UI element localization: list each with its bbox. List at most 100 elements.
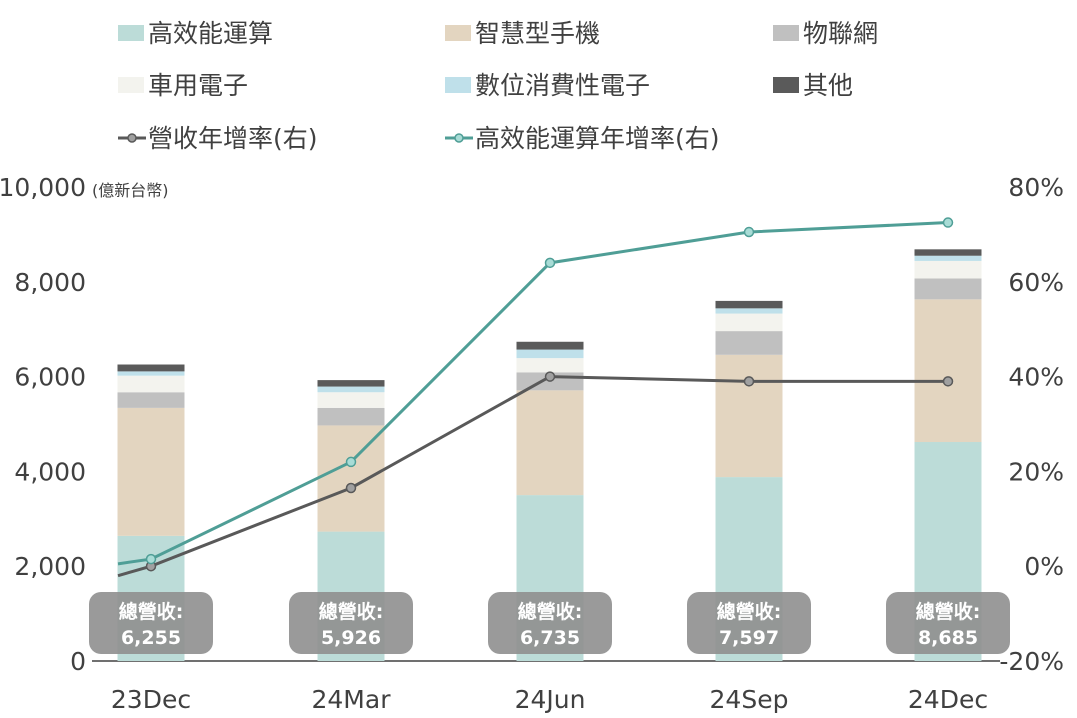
total-revenue-badges: 總營收:6,255總營收:5,926總營收:6,735總營收:7,597總營收:… — [89, 592, 1010, 654]
total-badge: 總營收: 6,735 — [488, 592, 612, 654]
bar-segment — [117, 364, 185, 372]
badge-box — [687, 592, 811, 654]
legend-item: 高效能運算 — [118, 19, 273, 48]
legend-item: 智慧型手機 — [445, 19, 600, 48]
x-tick-label: 24Jun — [515, 685, 586, 714]
bar-segment — [914, 299, 982, 443]
legend-label: 車用電子 — [148, 71, 248, 100]
legend-swatch — [445, 25, 471, 41]
y-right-tick-label: 0% — [1024, 552, 1064, 581]
legend-swatch — [773, 25, 799, 41]
x-tick-label: 23Dec — [111, 685, 191, 714]
bar-segment — [317, 380, 385, 387]
legend-item: 其他 — [773, 71, 853, 100]
legend-swatch — [118, 77, 144, 93]
legend-label: 營收年增率(右) — [148, 124, 318, 153]
legend-label: 高效能運算年增率(右) — [475, 124, 720, 153]
y-left-tick-label: 6,000 — [14, 363, 86, 392]
line-path — [117, 375, 948, 578]
bar-segment — [715, 313, 783, 332]
legend-label: 其他 — [803, 71, 853, 100]
legend-item: 高效能運算年增率(右) — [445, 124, 720, 153]
legend-item: 數位消費性電子 — [445, 71, 650, 100]
growth-line — [117, 371, 954, 578]
bar-segment — [516, 358, 584, 373]
y-right-tick-label: 60% — [1008, 268, 1064, 297]
total-badge: 總營收: 5,926 — [289, 592, 413, 654]
legend-label: 數位消費性電子 — [475, 71, 650, 100]
bar-segment — [715, 354, 783, 478]
legend-item: 營收年增率(右) — [118, 124, 318, 153]
bar-segment — [715, 308, 783, 314]
total-badge: 總營收: 8,685 — [886, 592, 1010, 654]
badge-label: 總營收: — [916, 600, 981, 623]
y-left-tick-label: 2,000 — [14, 552, 86, 581]
y-right-tick-label: 80% — [1008, 173, 1064, 202]
y-left-tick-label: 8,000 — [14, 268, 86, 297]
legend-label: 物聯網 — [803, 19, 878, 48]
bar-segment — [317, 425, 385, 532]
bar-segment — [914, 278, 982, 300]
badge-value: 8,685 — [918, 627, 978, 649]
bar-segment — [117, 371, 185, 376]
badge-value: 7,597 — [719, 627, 779, 649]
total-badge: 總營收: 7,597 — [687, 592, 811, 654]
badge-box — [886, 592, 1010, 654]
bar-segment — [914, 249, 982, 256]
badge-label: 總營收: — [319, 600, 384, 623]
badge-label: 總營收: — [119, 600, 184, 623]
x-tick-label: 24Dec — [908, 685, 988, 714]
line-point — [544, 371, 556, 382]
line-point — [544, 257, 556, 269]
y-right-tick-label: 20% — [1008, 457, 1064, 486]
legend-label: 高效能運算 — [148, 19, 273, 48]
growth-lines — [117, 217, 954, 578]
y-right-tick-label: 40% — [1008, 363, 1064, 392]
badge-box — [488, 592, 612, 654]
badge-value: 6,735 — [520, 627, 580, 649]
bar-segment — [516, 390, 584, 496]
line-point — [145, 553, 157, 565]
badge-value: 6,255 — [121, 627, 181, 649]
bar-segment — [317, 386, 385, 393]
line-point — [942, 217, 954, 228]
x-tick-label: 24Mar — [312, 685, 392, 714]
line-point — [942, 376, 954, 387]
legend-swatch — [445, 77, 471, 93]
line-point — [345, 482, 357, 494]
y-left-tick-label: 4,000 — [14, 457, 86, 486]
bar-segment — [317, 392, 385, 408]
legend-swatch — [773, 77, 799, 93]
bar-segment — [914, 255, 982, 261]
total-badge: 總營收: 6,255 — [89, 592, 213, 654]
legend-item: 物聯網 — [773, 19, 878, 48]
line-path — [117, 221, 949, 566]
bar-segment — [715, 300, 783, 309]
badge-box — [89, 592, 213, 654]
line-point — [743, 226, 755, 238]
legend-marker — [127, 133, 137, 143]
bar-segment — [715, 331, 783, 355]
tick-labels: 0 2,000 4,000 6,000 8,000 10,000 -20% 0% 20% 40% 6… — [0, 173, 1064, 714]
line-point — [743, 376, 755, 387]
legend-item: 車用電子 — [118, 71, 248, 100]
badge-box — [289, 592, 413, 654]
y-left-tick-label: 10,000 — [0, 173, 86, 202]
badge-value: 5,926 — [321, 627, 381, 649]
y-left-tick-label: 0 — [70, 647, 86, 676]
line-point — [345, 456, 357, 468]
y-axis-unit-label: (億新台幣) — [92, 181, 169, 200]
bar-segment — [117, 375, 185, 393]
bar-segment — [117, 407, 185, 536]
bar-segment — [516, 341, 584, 350]
y-right-tick-label: -20% — [999, 647, 1064, 676]
bar-segment — [117, 392, 185, 408]
legend-label: 智慧型手機 — [475, 19, 600, 48]
bar-segment — [317, 407, 385, 426]
bar-segment — [914, 260, 982, 279]
x-tick-label: 24Sep — [710, 685, 789, 714]
legend-swatch — [118, 25, 144, 41]
legend-marker — [454, 133, 464, 143]
